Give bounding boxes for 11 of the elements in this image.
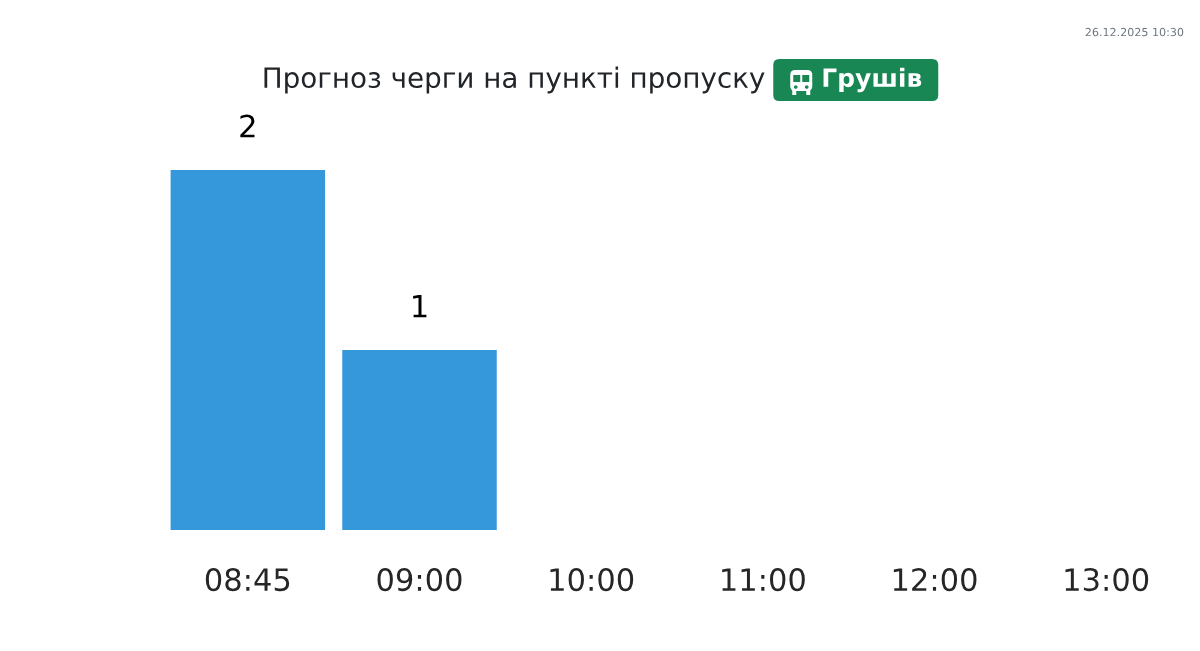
x-tick-label: 10:00 <box>550 568 634 592</box>
data-label: 2 <box>240 114 255 138</box>
text: 26.12.2025 10:30 <box>1085 27 1184 37</box>
x-tick-label: 08:45 <box>205 568 290 592</box>
x-tick-label: 09:00 <box>377 568 462 592</box>
chart-subtitle: Грушів <box>823 67 922 93</box>
x-tick-label: 11:00 <box>722 568 805 592</box>
x-tick-label: 12:00 <box>893 568 977 592</box>
x-tick-label: 13:00 <box>1065 568 1149 592</box>
data-label: 1 <box>413 294 427 318</box>
chart-title: Прогноз черги на пункті пропуску <box>264 66 765 94</box>
